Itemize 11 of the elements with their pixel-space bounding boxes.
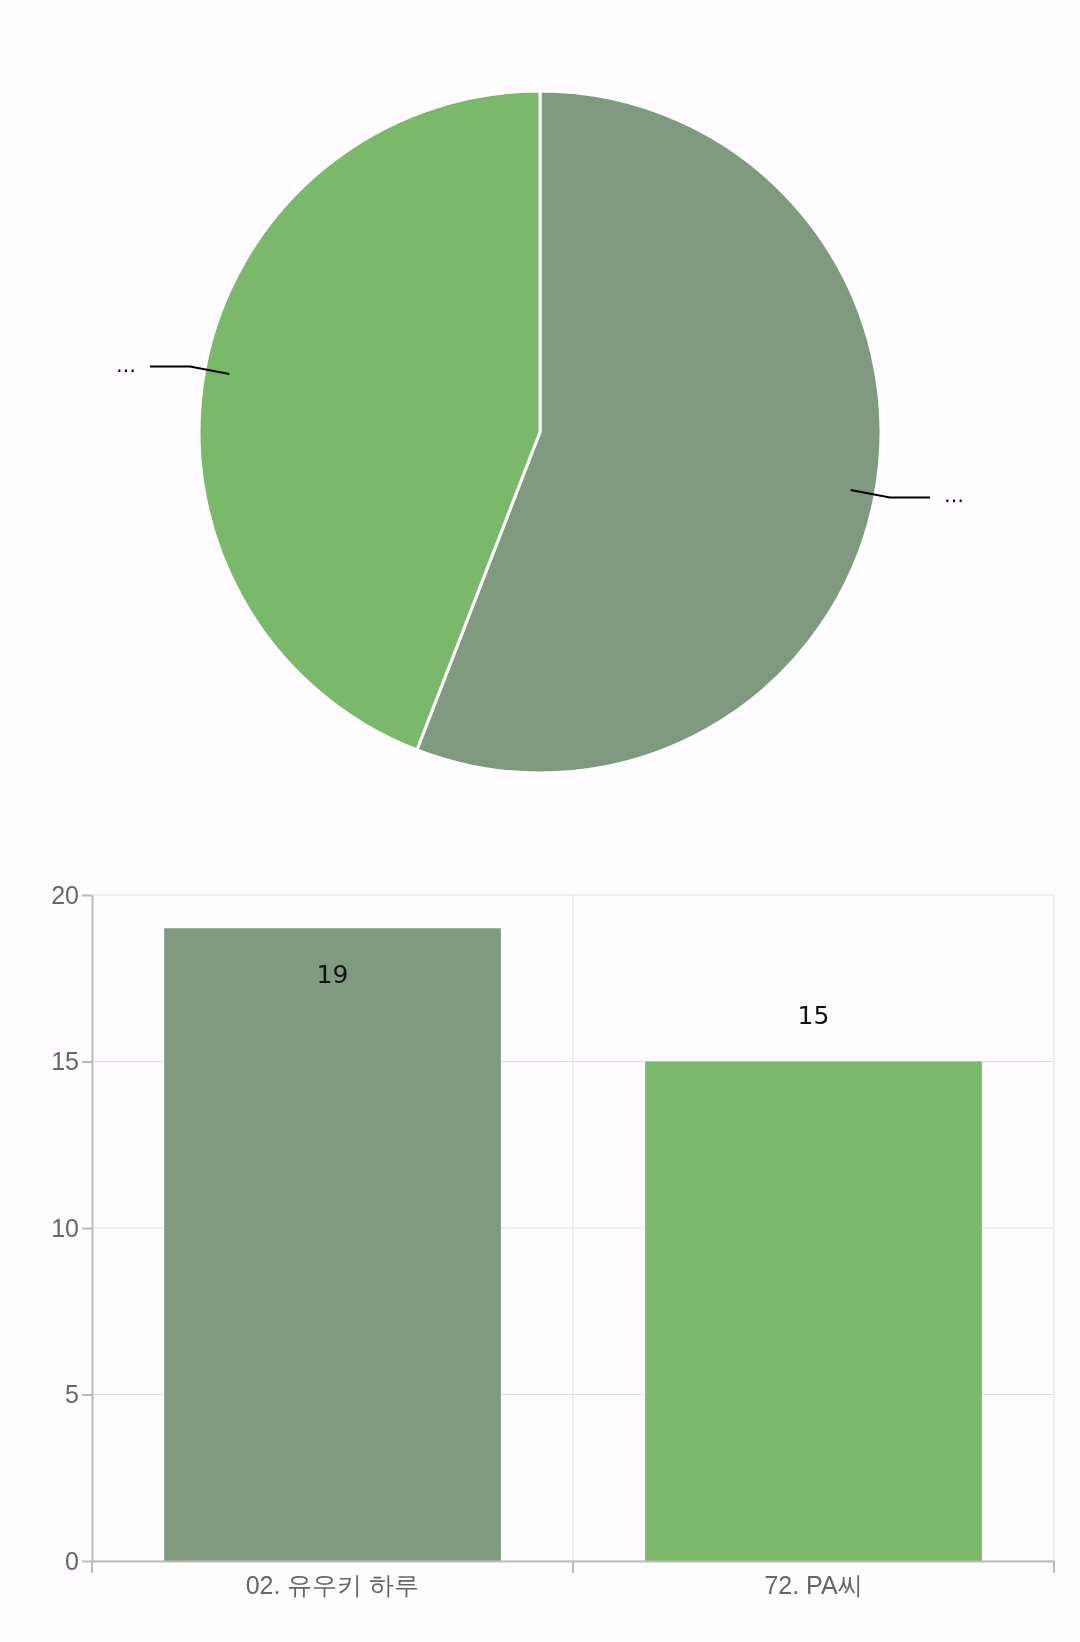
x-tick-label: 02. 유우키 하루 [245, 1571, 420, 1599]
y-tick-label: 0 [65, 1546, 79, 1575]
y-tick-label: 15 [51, 1047, 79, 1075]
y-tick-label: 10 [51, 1213, 79, 1242]
slice-label: … [943, 483, 964, 508]
y-tick-label: 5 [65, 1380, 79, 1408]
slice-label: … [116, 352, 137, 377]
x-tick-label: 72. PA씨 [764, 1571, 863, 1599]
data-label: 19 [316, 960, 349, 990]
data-label: 15 [797, 1000, 830, 1030]
y-tick-label: 20 [51, 880, 79, 909]
